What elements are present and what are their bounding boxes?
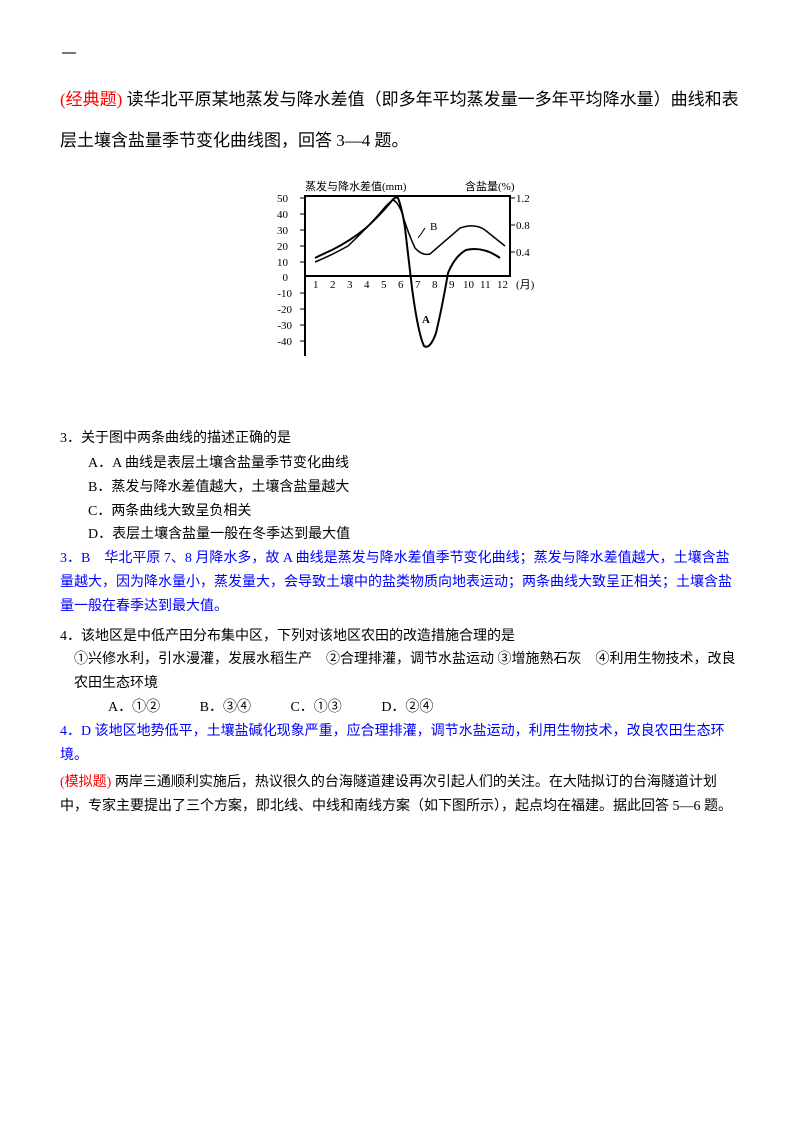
q4-subitems: ①兴修水利，引水漫灌，发展水稻生产 ②合理排灌，调节水盐运动 ③增施熟石灰 ④利… bbox=[60, 648, 740, 696]
q3-option-d: D．表层土壤含盐量一般在冬季达到最大值 bbox=[88, 523, 740, 547]
svg-text:8: 8 bbox=[432, 279, 438, 291]
svg-text:5: 5 bbox=[381, 279, 387, 291]
svg-text:12: 12 bbox=[497, 279, 508, 291]
q3-option-a: A．A 曲线是表层土壤含盐量季节变化曲线 bbox=[88, 452, 740, 476]
moni-paragraph: (模拟题) 两岸三通顺利实施后，热议很久的台海隧道建设再次引起人们的关注。在大陆… bbox=[60, 771, 740, 819]
evaporation-salt-chart: 蒸发与降水差值(mm) 含盐量(%) 50 40 30 20 10 0 -10 … bbox=[250, 178, 550, 398]
svg-text:30: 30 bbox=[277, 225, 289, 237]
svg-text:20: 20 bbox=[277, 241, 289, 253]
q3-option-b: B．蒸发与降水差值越大，土壤含盐量越大 bbox=[88, 476, 740, 500]
moni-tag: (模拟题) bbox=[60, 775, 111, 790]
svg-text:6: 6 bbox=[398, 279, 404, 291]
svg-text:1: 1 bbox=[313, 279, 319, 291]
svg-text:2: 2 bbox=[330, 279, 336, 291]
chart-frame bbox=[305, 196, 510, 276]
chart-container: 蒸发与降水差值(mm) 含盐量(%) 50 40 30 20 10 0 -10 … bbox=[60, 178, 740, 398]
page-corner-mark bbox=[62, 52, 76, 54]
q4-options: A．①② B．③④ C．①③ D．②④ bbox=[60, 696, 740, 720]
svg-text:0.8: 0.8 bbox=[516, 220, 530, 232]
svg-text:-20: -20 bbox=[277, 304, 292, 316]
svg-text:1.2: 1.2 bbox=[516, 193, 530, 205]
svg-text:4: 4 bbox=[364, 279, 370, 291]
svg-text:-10: -10 bbox=[277, 288, 292, 300]
series-a-label: A bbox=[422, 314, 430, 326]
right-axis-label: 含盐量(%) bbox=[465, 179, 515, 193]
svg-text:9: 9 bbox=[449, 279, 455, 291]
series-b-line bbox=[315, 200, 505, 262]
svg-text:3: 3 bbox=[347, 279, 353, 291]
svg-text:50: 50 bbox=[277, 193, 289, 205]
series-a-line bbox=[315, 197, 500, 346]
series-b-label: B bbox=[430, 221, 437, 233]
q3-answer: 3．B 华北平原 7、8 月降水多，故 A 曲线是蒸发与降水差值季节变化曲线；蒸… bbox=[60, 547, 740, 618]
intro-paragraph: (经典题) 读华北平原某地蒸发与降水差值（即多年平均蒸发量一多年平均降水量）曲线… bbox=[60, 80, 740, 162]
q4-option-b: B．③④ bbox=[200, 700, 251, 715]
svg-text:-30: -30 bbox=[277, 320, 292, 332]
q4-stem: 4．该地区是中低产田分布集中区，下列对该地区农田的改造措施合理的是 bbox=[60, 625, 740, 649]
q4-answer: 4．D 该地区地势低平，土壤盐碱化现象严重，应合理排灌，调节水盐运动，利用生物技… bbox=[60, 720, 740, 768]
x-ticks: 1 2 3 4 5 6 7 8 9 10 11 12 (月) bbox=[313, 279, 535, 291]
svg-text:10: 10 bbox=[277, 257, 289, 269]
left-axis-label: 蒸发与降水差值(mm) bbox=[305, 179, 407, 193]
q3-options: A．A 曲线是表层土壤含盐量季节变化曲线 B．蒸发与降水差值越大，土壤含盐量越大… bbox=[60, 452, 740, 547]
svg-text:0: 0 bbox=[283, 272, 289, 284]
svg-text:10: 10 bbox=[463, 279, 475, 291]
moni-text: 两岸三通顺利实施后，热议很久的台海隧道建设再次引起人们的关注。在大陆拟订的台海隧… bbox=[60, 775, 732, 814]
b-pointer bbox=[418, 228, 425, 238]
right-ticks: 1.2 0.8 0.4 bbox=[510, 193, 530, 259]
q4-option-a: A．①② bbox=[108, 700, 160, 715]
svg-text:7: 7 bbox=[415, 279, 421, 291]
intro-text: 读华北平原某地蒸发与降水差值（即多年平均蒸发量一多年平均降水量）曲线和表层土壤含… bbox=[60, 90, 739, 150]
svg-text:40: 40 bbox=[277, 209, 289, 221]
q4-option-c: C．①③ bbox=[290, 700, 341, 715]
q3-stem: 3．关于图中两条曲线的描述正确的是 bbox=[60, 428, 740, 450]
q3-option-c: C．两条曲线大致呈负相关 bbox=[88, 500, 740, 524]
left-ticks: 50 40 30 20 10 0 -10 -20 -30 -40 bbox=[277, 193, 305, 348]
classic-tag: (经典题) bbox=[60, 90, 122, 109]
svg-text:0.4: 0.4 bbox=[516, 247, 530, 259]
svg-text:-40: -40 bbox=[277, 336, 292, 348]
q4-option-d: D．②④ bbox=[381, 700, 433, 715]
svg-text:(月): (月) bbox=[516, 279, 535, 291]
svg-text:11: 11 bbox=[480, 279, 491, 291]
